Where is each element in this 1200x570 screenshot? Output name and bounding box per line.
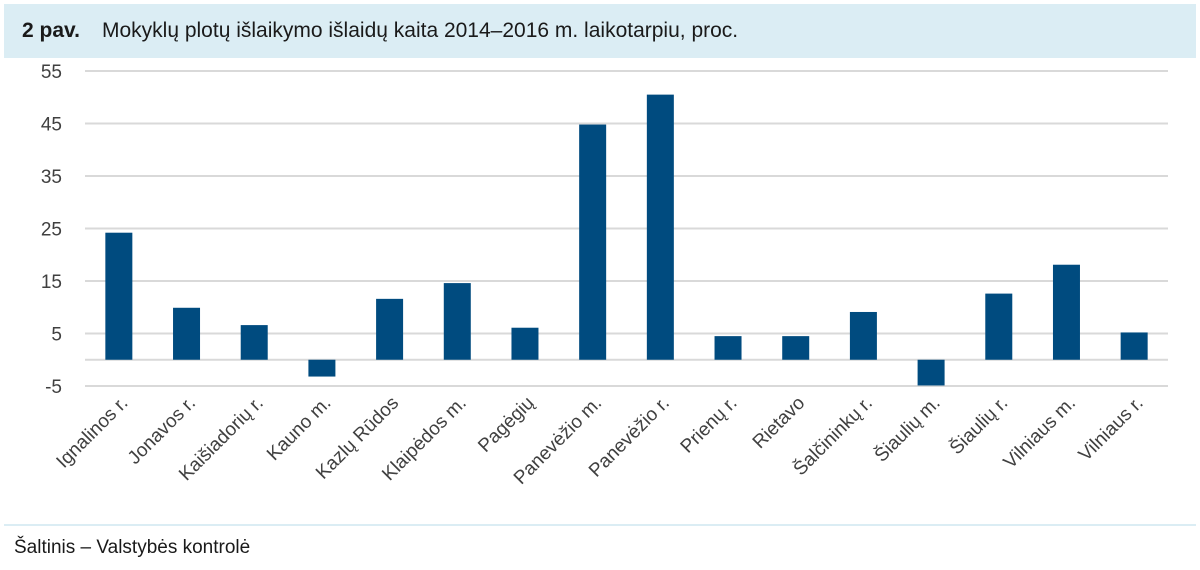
y-tick-label: 45	[41, 115, 62, 136]
x-tick-label: Ignalinos r.	[53, 393, 133, 473]
bar	[511, 327, 539, 360]
x-tick-label: Rietavo	[749, 393, 809, 453]
bar	[579, 124, 607, 360]
bar	[917, 359, 945, 386]
figure-number: 2 pav.	[22, 19, 80, 42]
chart-title: Mokyklų plotų išlaikymo išlaidų kaita 20…	[101, 19, 739, 42]
x-tick-label: Prienų r.	[677, 393, 742, 458]
y-tick-label: 15	[41, 272, 62, 293]
x-tick-label: Pagėgių	[474, 393, 538, 457]
bar	[105, 232, 133, 360]
bar	[1052, 264, 1080, 360]
bar	[782, 336, 810, 360]
figure-header: 2 pav. Mokyklų plotų išlaikymo išlaidų k…	[4, 4, 1196, 58]
source-note: Šaltinis – Valstybės kontrolė	[14, 537, 251, 558]
bar	[443, 283, 471, 360]
bar	[714, 336, 742, 360]
x-tick-label: Vilniaus m.	[1000, 393, 1080, 473]
bar	[173, 307, 201, 360]
y-tick-label: 55	[41, 62, 62, 83]
bar	[849, 311, 877, 360]
y-tick-label: 5	[51, 325, 62, 346]
x-tick-label: Šiaulių m.	[870, 392, 945, 467]
bar	[376, 298, 404, 360]
bar	[985, 293, 1013, 360]
divider	[4, 524, 1196, 526]
y-tick-label: -5	[45, 377, 62, 398]
bar	[1120, 332, 1148, 360]
x-tick-label: Vilniaus r.	[1075, 393, 1148, 466]
x-tick-label: Kauno m.	[263, 393, 335, 465]
bar	[240, 325, 268, 360]
y-tick-label: 35	[41, 167, 62, 188]
bar	[646, 94, 674, 360]
y-tick-label: 25	[41, 220, 62, 241]
bar	[308, 359, 336, 377]
x-tick-label: Šiaulių r.	[945, 392, 1012, 459]
